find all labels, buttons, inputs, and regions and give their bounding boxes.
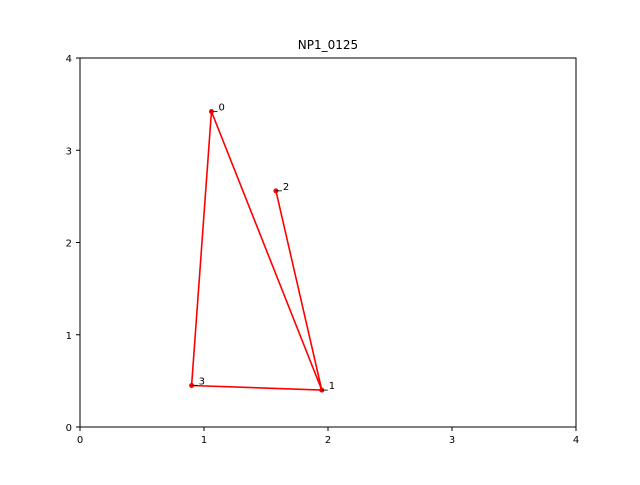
y-tick-label: 0 xyxy=(66,423,72,434)
point-label: 3 xyxy=(199,376,205,387)
y-tick-label: 1 xyxy=(66,331,72,342)
data-points-layer: 0 1 2 3 xyxy=(189,103,335,393)
point-label: 2 xyxy=(283,182,289,193)
chart-title: NP1_0125 xyxy=(298,38,358,52)
point-label: 0 xyxy=(218,103,224,114)
point-label: 1 xyxy=(329,381,335,392)
x-tick-label: 2 xyxy=(325,435,331,446)
y-tick-label: 2 xyxy=(66,239,72,250)
x-tick-label: 0 xyxy=(77,435,83,446)
y-tick-label: 3 xyxy=(66,146,72,157)
x-tick-label: 4 xyxy=(573,435,579,446)
x-tick-label: 3 xyxy=(449,435,455,446)
axis-ticks: 0 1 2 3 4 0 1 2 3 4 xyxy=(66,54,580,446)
y-tick-label: 4 xyxy=(66,54,72,65)
plot-frame xyxy=(79,57,577,428)
x-tick-label: 1 xyxy=(201,435,207,446)
